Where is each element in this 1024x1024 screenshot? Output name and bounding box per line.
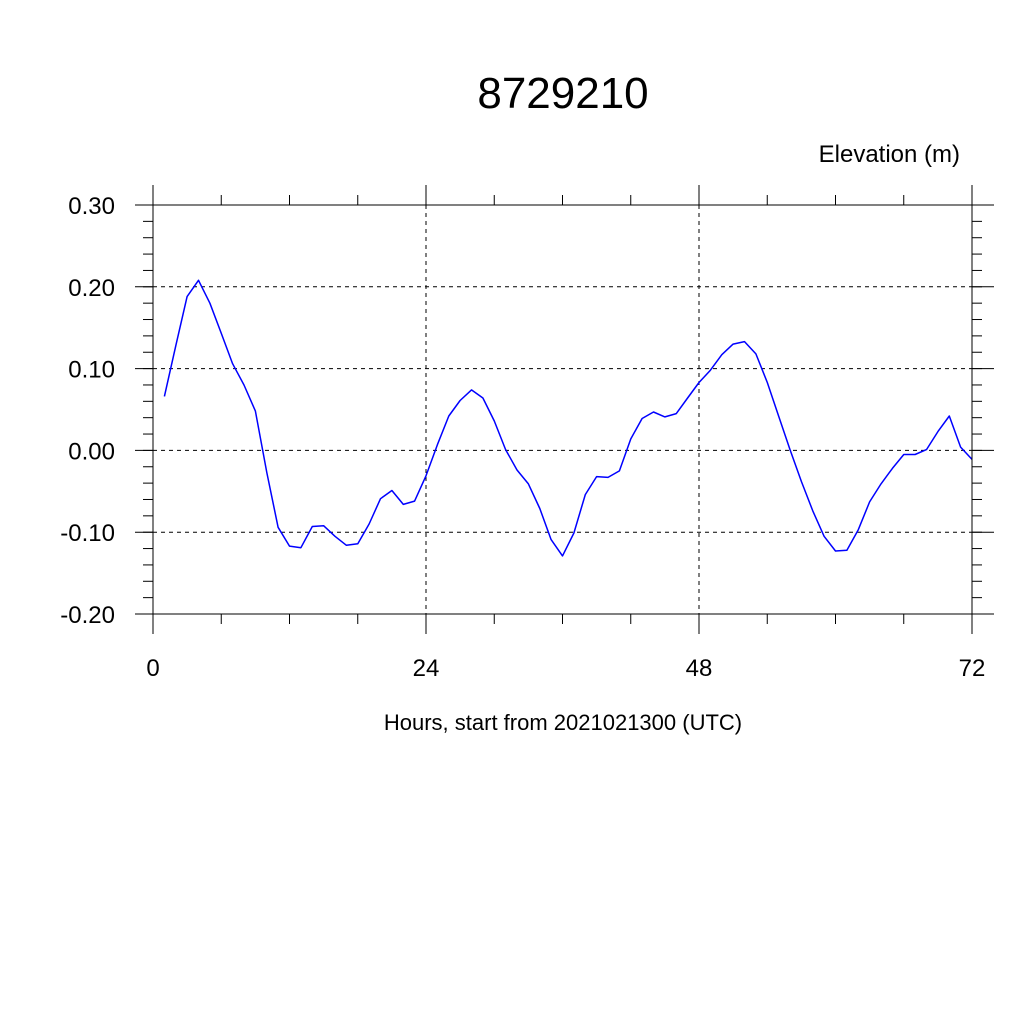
x-tick-label: 72 — [959, 655, 986, 682]
elevation-series-line — [163, 279, 973, 557]
x-tick-label: 24 — [413, 655, 440, 682]
x-axis-label: Hours, start from 2021021300 (UTC) — [384, 710, 742, 735]
y-axis-label: Elevation (m) — [819, 141, 960, 168]
chart-title: 8729210 — [477, 69, 648, 118]
x-tick-label: 0 — [146, 655, 159, 682]
y-tick-label: 0.00 — [68, 438, 115, 465]
tick-labels: -0.20 -0.10 0.00 0.10 0.20 0.30 0 24 48 72 — [60, 193, 985, 682]
y-tick-label: -0.20 — [60, 602, 115, 629]
axis-ticks — [135, 185, 994, 634]
series-layer — [163, 279, 973, 557]
y-tick-label: 0.20 — [68, 275, 115, 302]
y-tick-label: 0.10 — [68, 357, 115, 384]
y-tick-label: -0.10 — [60, 520, 115, 547]
plot-frame — [152, 204, 973, 615]
x-tick-label: 48 — [686, 655, 713, 682]
y-tick-label: 0.30 — [68, 193, 115, 220]
